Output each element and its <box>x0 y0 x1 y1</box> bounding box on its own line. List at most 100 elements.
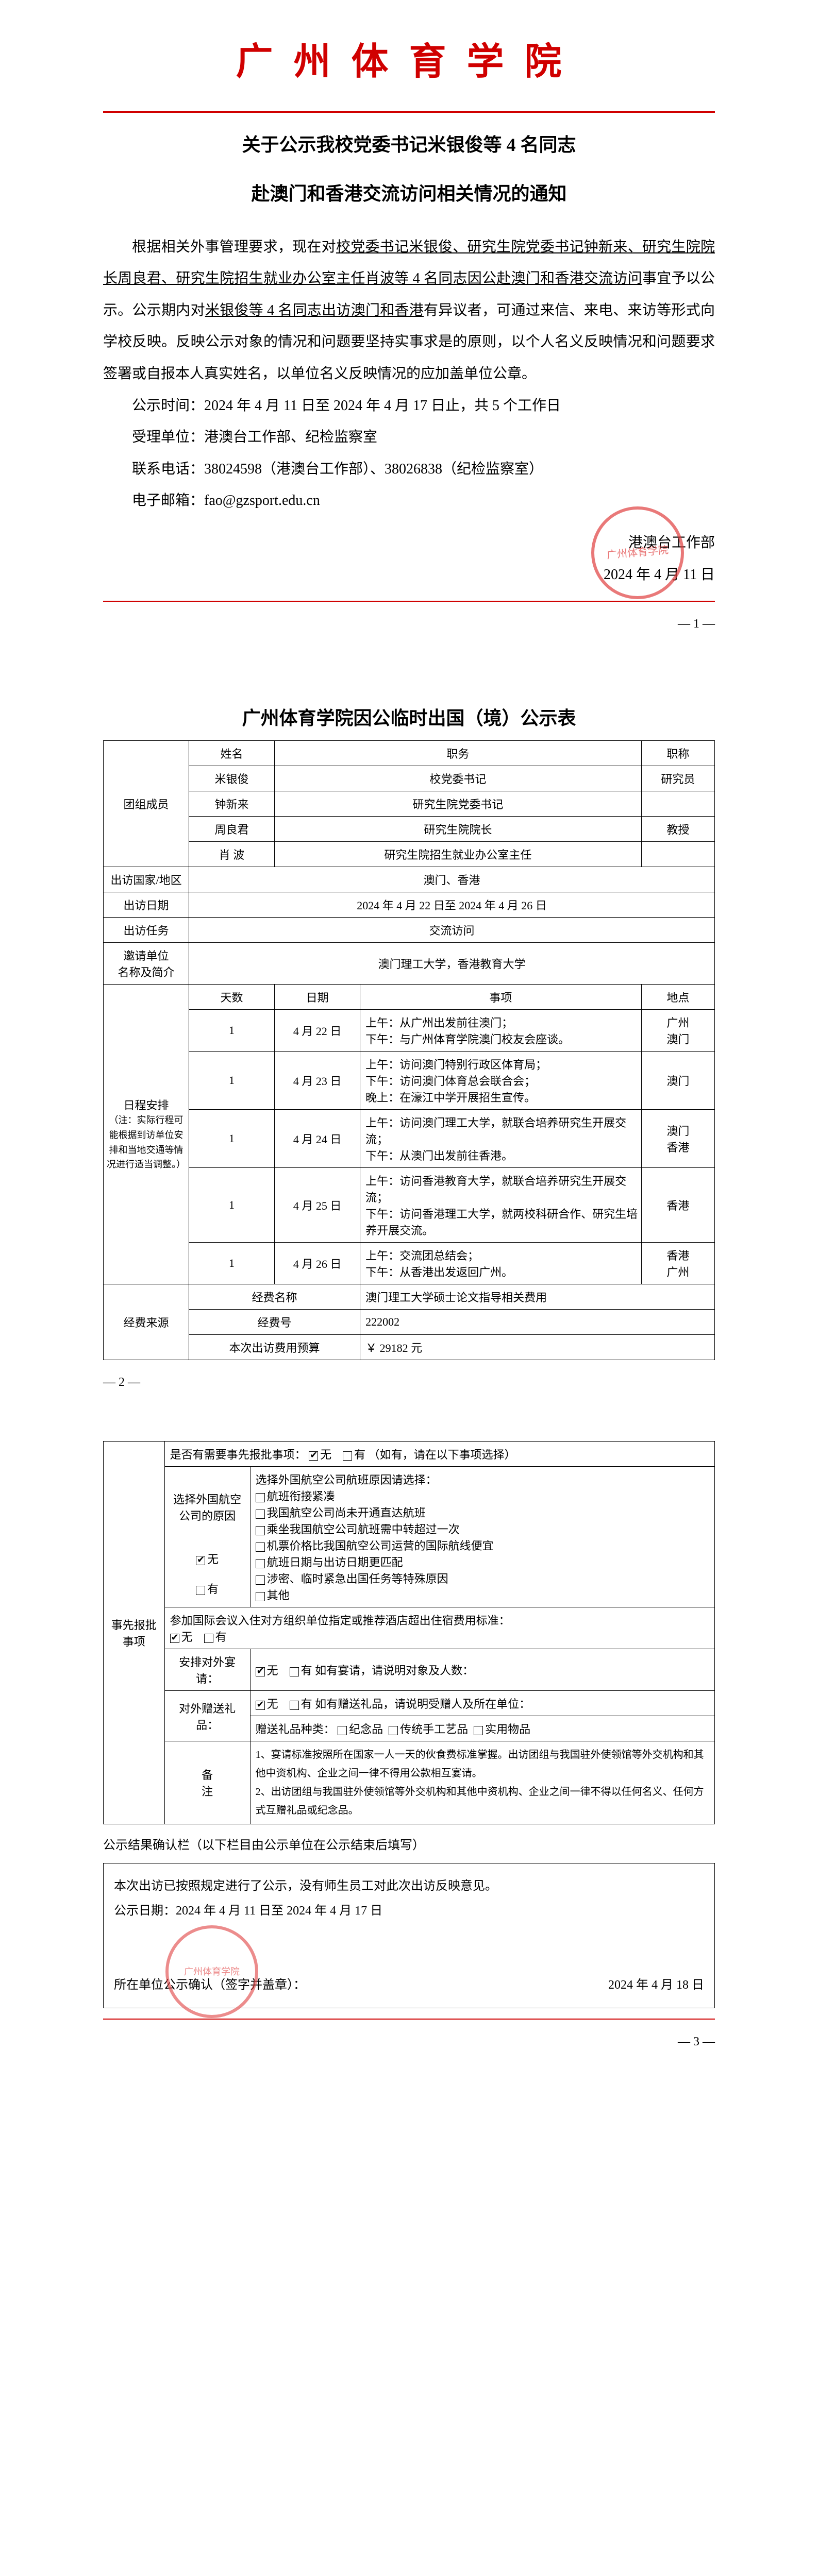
stamp-text-2: 广州体育学院 <box>184 1962 240 1981</box>
sched-days: 1 <box>189 1243 275 1284</box>
q1-yes: 有 （如有，请在以下事项选择） <box>354 1448 516 1461</box>
airline-none-checkbox[interactable] <box>196 1556 205 1565</box>
airline-opt-checkbox[interactable] <box>256 1510 265 1519</box>
airline-label: 选择外国航空 公司的原因 无 有 <box>164 1467 250 1607</box>
sched-place: 香港 <box>641 1168 714 1243</box>
gift-item-checkbox[interactable] <box>389 1726 398 1735</box>
gift-item-checkbox[interactable] <box>474 1726 483 1735</box>
col-days: 天数 <box>189 985 275 1010</box>
letterhead: 广州体育学院 <box>103 31 715 95</box>
page-number-3: — 3 — <box>103 2035 715 2049</box>
sched-date: 4 月 23 日 <box>275 1052 360 1110</box>
gift-item: 纪念品 <box>349 1723 383 1736</box>
airline-label-text: 选择外国航空 公司的原因 <box>173 1493 241 1522</box>
airline-yes-checkbox[interactable] <box>196 1586 205 1595</box>
airline-opt: 其他 <box>267 1589 290 1602</box>
airline-opt-checkbox[interactable] <box>256 1592 265 1601</box>
q1-yes-checkbox[interactable] <box>343 1451 352 1461</box>
official-stamp: 广州体育学院 <box>591 506 684 599</box>
page-2: 广州体育学院因公临时出国（境）公示表 团组成员 姓名 职务 职称 米银俊校党委书… <box>0 652 818 1410</box>
sched-row: 14 月 24 日上午：访问澳门理工大学，就联合培养研究生开展交流； 下午：从澳… <box>104 1110 715 1168</box>
airline-opt: 航班衔接紧凑 <box>267 1490 335 1503</box>
airline-none: 无 <box>207 1553 219 1566</box>
body-paragraph: 根据相关外事管理要求，现在对校党委书记米银俊、研究生院党委书记钟新来、研究生院院… <box>103 231 715 390</box>
host-yes: 有 如有宴请，请说明对象及人数： <box>301 1664 474 1677</box>
title-line-1: 关于公示我校党委书记米银俊等 4 名同志 <box>103 128 715 162</box>
member-title <box>641 842 714 867</box>
hotel-none: 无 <box>181 1631 193 1643</box>
hotel-yes-checkbox[interactable] <box>204 1634 213 1643</box>
hdr-job: 职务 <box>275 741 642 766</box>
fund-budget: ￥ 29182 元 <box>360 1335 715 1360</box>
fund-label: 经费来源 <box>104 1284 189 1360</box>
sched-row: 14 月 25 日上午：访问香港教育大学，就联合培养研究生开展交流； 下午：访问… <box>104 1168 715 1243</box>
fund-code: 222002 <box>360 1310 715 1335</box>
info-time: 公示时间：2024 年 4 月 11 日至 2024 年 4 月 17 日止，共… <box>103 390 715 422</box>
col-date: 日期 <box>275 985 360 1010</box>
member-job: 研究生院院长 <box>275 817 642 842</box>
hotel-none-checkbox[interactable] <box>170 1634 179 1643</box>
sched-place: 广州 澳门 <box>641 1010 714 1052</box>
gift-item: 实用物品 <box>485 1723 530 1736</box>
airline-opt-checkbox[interactable] <box>256 1575 265 1585</box>
sched-item: 上午：访问澳门特别行政区体育局； 下午：访问澳门体育总会联合会； 晚上：在濠江中… <box>360 1052 642 1110</box>
sched-label-cell: 日程安排 （注：实际行程可能根据到访单位安排和当地交通等情况进行适当调整。） <box>104 985 189 1284</box>
date-label: 出访日期 <box>104 892 189 918</box>
gift-item: 传统手工艺品 <box>400 1723 468 1736</box>
q1-row: 是否有需要事先报批事项： 无 有 （如有，请在以下事项选择） <box>164 1442 714 1467</box>
airline-opt: 选择外国航空公司航班原因请选择： <box>256 1471 711 1487</box>
sched-days: 1 <box>189 1110 275 1168</box>
red-divider <box>103 111 715 113</box>
sched-days: 1 <box>189 1168 275 1243</box>
page-number-1: — 1 — <box>103 617 715 631</box>
sched-row: 14 月 23 日上午：访问澳门特别行政区体育局； 下午：访问澳门体育总会联合会… <box>104 1052 715 1110</box>
host-none: 无 <box>267 1664 278 1677</box>
gift-none-checkbox[interactable] <box>256 1701 265 1710</box>
gift-item-checkbox[interactable] <box>338 1726 347 1735</box>
dest-value: 澳门、香港 <box>189 867 715 892</box>
airline-opt-checkbox[interactable] <box>256 1559 265 1568</box>
q1-text: 是否有需要事先报批事项： <box>170 1448 306 1461</box>
member-name: 肖 波 <box>189 842 275 867</box>
airline-opt-checkbox[interactable] <box>256 1493 265 1502</box>
member-title: 教授 <box>641 817 714 842</box>
host-yes-checkbox[interactable] <box>290 1667 299 1676</box>
host-label: 安排对外宴请： <box>164 1649 250 1691</box>
airline-options-cell: 选择外国航空公司航班原因请选择： 航班衔接紧凑 我国航空公司尚未开通直达航班 乘… <box>250 1467 714 1607</box>
q1-no-checkbox[interactable] <box>309 1451 318 1461</box>
body-u2: 米银俊等 4 名同志出访澳门和香港 <box>205 302 424 318</box>
sched-days: 1 <box>189 1010 275 1052</box>
airline-opt: 机票价格比我国航空公司运营的国际航线便宜 <box>267 1539 494 1552</box>
col-item: 事项 <box>360 985 642 1010</box>
confirm-text: 本次出访已按照规定进行了公示，没有师生员工对此次出访反映意见。 <box>114 1874 704 1899</box>
sched-row: 14 月 26 日上午：交流团总结会； 下午：从香港出发返回广州。香港 广州 <box>104 1243 715 1284</box>
host-none-checkbox[interactable] <box>256 1667 265 1676</box>
airline-opt-checkbox[interactable] <box>256 1543 265 1552</box>
confirm-cell: 本次出访已按照规定进行了公示，没有师生员工对此次出访反映意见。 公示日期：202… <box>104 1863 715 2008</box>
member-name: 米银俊 <box>189 766 275 791</box>
hdr-title: 职称 <box>641 741 714 766</box>
member-row: 周良君研究生院院长教授 <box>104 817 715 842</box>
dest-label: 出访国家/地区 <box>104 867 189 892</box>
table-title: 广州体育学院因公临时出国（境）公示表 <box>103 703 715 730</box>
stamp-text: 广州体育学院 <box>606 539 669 567</box>
sched-item: 上午：访问澳门理工大学，就联合培养研究生开展交流； 下午：从澳门出发前往香港。 <box>360 1110 642 1168</box>
info-time-label: 公示时间： <box>132 398 204 414</box>
airline-yes-text: 有 <box>207 1583 219 1596</box>
member-title <box>641 791 714 817</box>
airline-opt: 乘坐我国航空公司航班需中转超过一次 <box>267 1523 460 1536</box>
member-row: 钟新来研究生院党委书记 <box>104 791 715 817</box>
sched-date: 4 月 22 日 <box>275 1010 360 1052</box>
notes-label: 备 注 <box>164 1741 250 1824</box>
fund-code-label: 经费号 <box>189 1310 360 1335</box>
airline-opt-checkbox[interactable] <box>256 1526 265 1535</box>
sched-date: 4 月 24 日 <box>275 1110 360 1168</box>
sched-place: 澳门 <box>641 1052 714 1110</box>
gift-yes-checkbox[interactable] <box>290 1701 299 1710</box>
gift-label: 对外赠送礼品： <box>164 1691 250 1741</box>
title-line-2: 赴澳门和香港交流访问相关情况的通知 <box>103 177 715 211</box>
airline-opt: 航班日期与出访日期更匹配 <box>267 1556 403 1569</box>
sched-note: （注：实际行程可能根据到访单位安排和当地交通等情况进行适当调整。） <box>107 1113 186 1172</box>
sched-item: 上午：从广州出发前往澳门； 下午：与广州体育学院澳门校友会座谈。 <box>360 1010 642 1052</box>
disclosure-table: 团组成员 姓名 职务 职称 米银俊校党委书记研究员 钟新来研究生院党委书记 周良… <box>103 740 715 1360</box>
